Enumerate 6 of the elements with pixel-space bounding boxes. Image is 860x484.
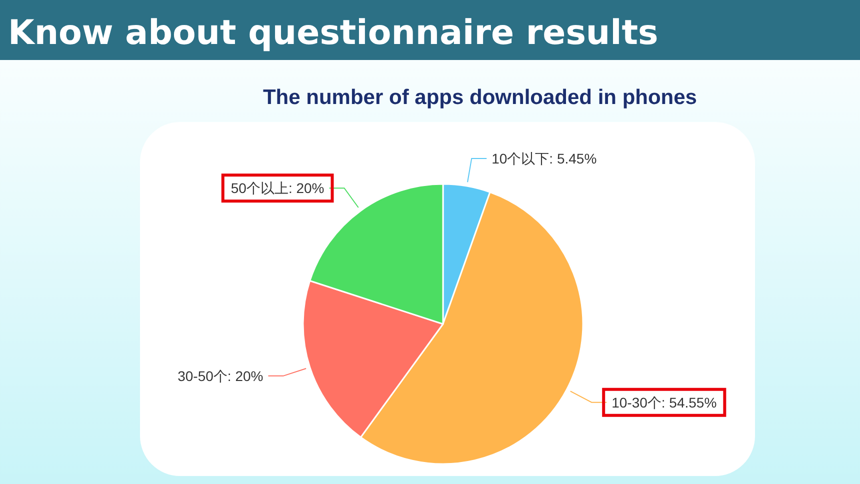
slice-label: 10-30个: 54.55% <box>612 394 717 410</box>
slice-label: 30-50个: 20% <box>178 368 264 384</box>
chart-subtitle: The number of apps downloaded in phones <box>262 86 698 109</box>
chart-title: Know about questionnaire results <box>8 13 658 53</box>
slice-label: 50个以上: 20% <box>230 180 324 196</box>
slice-label: 10个以下: 5.45% <box>492 150 597 166</box>
